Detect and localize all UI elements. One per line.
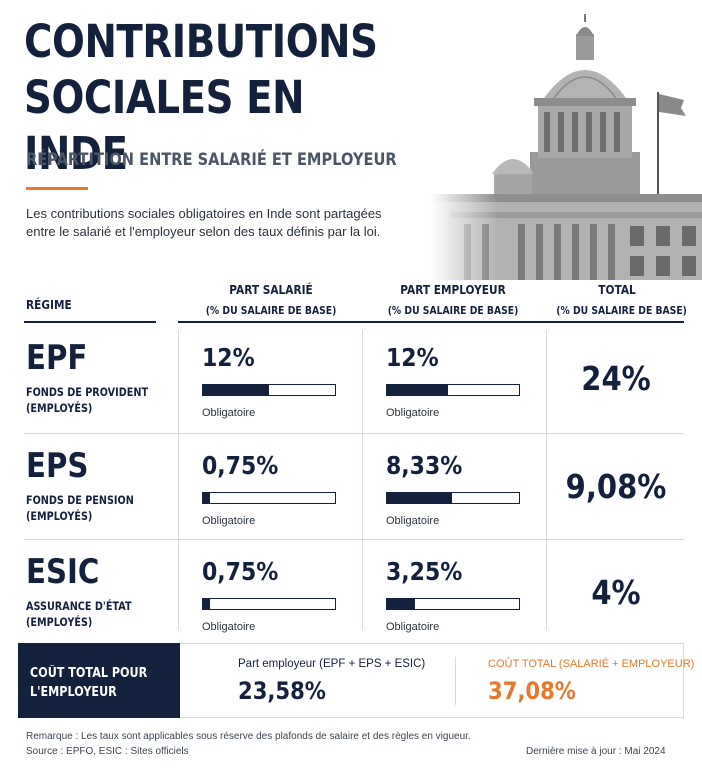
page-subtitle: RÉPARTITION ENTRE SALARIÉ ET EMPLOYEUR xyxy=(26,150,397,170)
employer-rate-bar xyxy=(386,598,520,610)
column-header-employer: PART EMPLOYEUR (% DU SALAIRE DE BASE) xyxy=(387,283,519,317)
remark-note: Remarque : Les taux sont applicables sou… xyxy=(26,731,471,742)
column-header-employee: PART SALARIÉ (% DU SALAIRE DE BASE) xyxy=(205,283,337,317)
employer-status: Obligatoire xyxy=(386,515,440,527)
regime-code: EPF xyxy=(26,338,88,378)
intro-text: Les contributions sociales obligatoires … xyxy=(26,206,382,239)
summary-label-panel xyxy=(18,643,180,718)
employee-rate-bar-fill xyxy=(203,599,210,609)
employee-rate: 0,75% xyxy=(202,451,279,480)
regime-name: ASSURANCE D'ÉTAT (EMPLOYÉS) xyxy=(26,599,132,629)
employee-rate: 12% xyxy=(202,343,255,372)
page-title: CONTRIBUTIONS SOCIALES EN INDE xyxy=(24,15,378,180)
employer-rate-bar-fill xyxy=(387,599,415,609)
employer-rate: 3,25% xyxy=(386,557,463,586)
row-divider xyxy=(24,539,684,540)
employer-status: Obligatoire xyxy=(386,621,440,633)
total-rate: 24% xyxy=(581,359,651,398)
employer-rate-bar xyxy=(386,492,520,504)
total-rate: 9,08% xyxy=(565,467,667,506)
employer-rate-bar xyxy=(386,384,520,396)
column-divider xyxy=(362,330,363,630)
employee-rate-bar xyxy=(202,598,336,610)
regime-code: EPS xyxy=(26,446,89,486)
employee-rate-bar xyxy=(202,384,336,396)
employer-rate-bar-fill xyxy=(387,385,448,395)
accent-rule xyxy=(26,187,88,190)
employer-share-value: 23,58% xyxy=(238,677,326,705)
employee-rate-bar-fill xyxy=(203,493,210,503)
employer-rate-bar-fill xyxy=(387,493,452,503)
header-underline-regime xyxy=(24,321,156,323)
employer-rate: 8,33% xyxy=(386,451,463,480)
employee-rate-bar-fill xyxy=(203,385,269,395)
employee-status: Obligatoire xyxy=(202,621,256,633)
last-updated-note: Dernière mise à jour : Mai 2024 xyxy=(526,746,666,757)
regime-name: FONDS DE PROVIDENT (EMPLOYÉS) xyxy=(26,385,149,415)
summary-label: COÛT TOTAL POUR L'EMPLOYEUR xyxy=(30,666,148,700)
total-cost-label: COÛT TOTAL (SALARIÉ + EMPLOYEUR) xyxy=(488,658,695,670)
column-divider xyxy=(178,330,179,630)
employer-status: Obligatoire xyxy=(386,407,440,419)
regime-code: ESIC xyxy=(26,552,100,592)
column-header-total: TOTAL (% DU SALAIRE DE BASE) xyxy=(556,283,687,317)
column-divider xyxy=(546,330,547,630)
employee-rate: 0,75% xyxy=(202,557,279,586)
employer-share-label: Part employeur (EPF + EPS + ESIC) xyxy=(238,658,426,670)
total-rate: 4% xyxy=(591,573,641,612)
employee-rate-bar xyxy=(202,492,336,504)
total-cost-value: 37,08% xyxy=(488,677,576,705)
row-divider xyxy=(24,433,684,434)
employer-rate: 12% xyxy=(386,343,439,372)
summary-divider xyxy=(455,657,456,705)
source-note: Source : EPFO, ESIC : Sites officiels xyxy=(26,746,189,757)
government-building-illustration xyxy=(430,12,702,280)
column-header-regime: RÉGIME xyxy=(26,298,72,312)
employee-status: Obligatoire xyxy=(202,515,256,527)
header-underline-values xyxy=(178,321,684,323)
employee-status: Obligatoire xyxy=(202,407,256,419)
regime-name: FONDS DE PENSION (EMPLOYÉS) xyxy=(26,493,134,523)
